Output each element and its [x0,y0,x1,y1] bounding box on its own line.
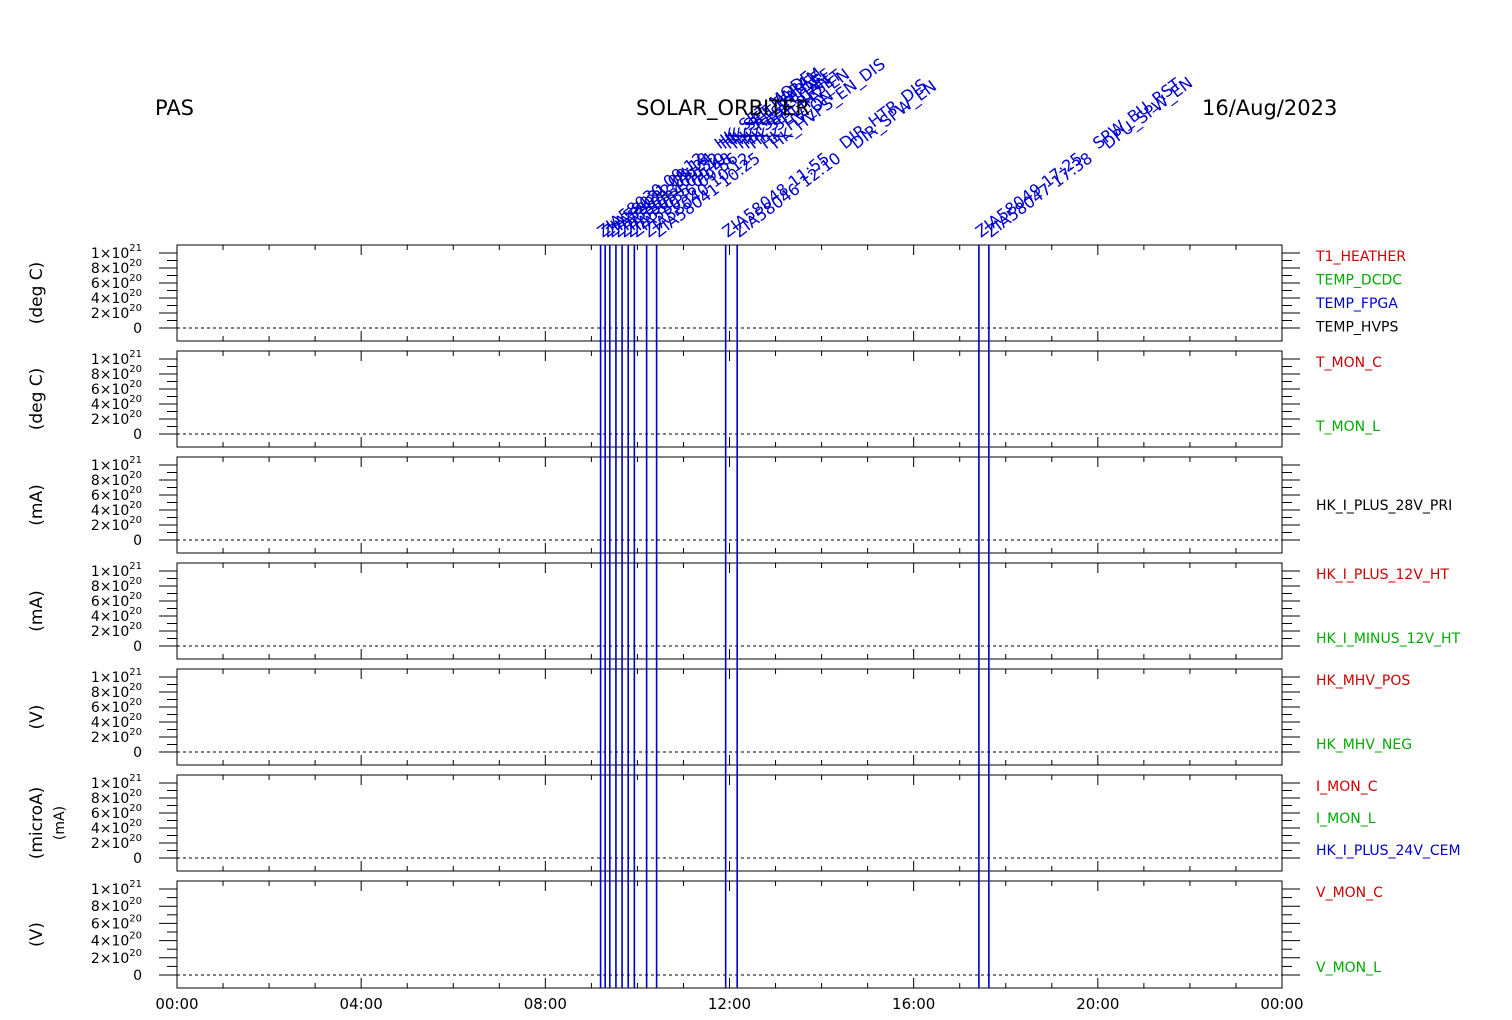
y-tick-label: 0 [133,321,142,337]
y-axis-title: (V) [27,922,47,947]
y-tick-label: 4×1020 [91,500,142,519]
y-tick-label: 8×1020 [91,258,142,277]
legend-entry: I_MON_L [1316,811,1376,827]
y-tick-label: 2×1020 [91,621,142,640]
y-tick-label: 2×1020 [91,833,142,852]
y-tick-label: 8×1020 [91,896,142,915]
x-tick-label: 16:00 [892,995,935,1013]
date-label: 16/Aug/2023 [1202,96,1338,120]
legend-entry: TEMP_DCDC [1315,273,1402,289]
y-tick-label: 4×1020 [91,394,142,413]
legend-entry: HK_I_PLUS_24V_CEM [1316,843,1461,859]
y-tick-label: 2×1020 [91,303,142,322]
instrument-label: PAS [155,96,195,120]
event-label: ZIA58047 17:38DPU_SPW_EN [982,73,1197,242]
y-tick-label: 1×1021 [91,561,142,580]
legend-entry: I_MON_C [1316,779,1378,795]
legend-entry: HK_I_MINUS_12V_HT [1316,631,1461,647]
x-tick-label: 00:00 [1260,995,1303,1013]
panel-frame [176,562,1283,660]
y-tick-label: 1×1021 [91,455,142,474]
y-tick-label: 6×1020 [91,379,142,398]
y-tick-label: 6×1020 [91,485,142,504]
y-axis-title: (deg C) [27,262,47,325]
panel-frame [176,880,1283,989]
x-tick-label: 00:00 [155,995,198,1013]
x-tick-label: 04:00 [340,995,383,1013]
y-tick-label: 8×1020 [91,470,142,489]
legend-entry: TEMP_HVPS [1315,320,1398,336]
y-tick-label: 2×1020 [91,727,142,746]
y-axis-title: (microA) [27,787,47,860]
legend-entry: V_MON_L [1316,960,1381,976]
y-tick-label: 1×1021 [91,667,142,686]
y-tick-label: 0 [133,639,142,655]
y-tick-label: 1×1021 [91,243,142,262]
y-axis-title: (mA) [27,484,47,525]
mission-title: SOLAR_ORBITER [636,96,810,120]
y-tick-label: 4×1020 [91,931,142,950]
y-tick-label: 4×1020 [91,288,142,307]
y-tick-label: 6×1020 [91,273,142,292]
y-tick-label: 2×1020 [91,515,142,534]
panel-frame [176,774,1283,872]
y-axis-title: (V) [27,705,47,730]
panel-frame [176,244,1283,342]
legend-entry: HK_I_PLUS_12V_HT [1316,567,1449,583]
legend-entry: HK_MHV_POS [1316,673,1410,689]
panel-frame [176,456,1283,554]
y-tick-label: 8×1020 [91,576,142,595]
x-tick-label: 08:00 [524,995,567,1013]
y-tick-label: 8×1020 [91,364,142,383]
y-tick-label: 4×1020 [91,818,142,837]
y-tick-label: 4×1020 [91,606,142,625]
panel-frame [176,350,1283,448]
legend-entry: V_MON_C [1316,885,1383,901]
x-tick-label: 20:00 [1076,995,1119,1013]
y-tick-label: 1×1021 [91,879,142,898]
y-tick-label: 1×1021 [91,773,142,792]
y-tick-label: 0 [133,427,142,443]
legend-entry: T_MON_L [1315,419,1380,435]
panel-frame [176,668,1283,766]
y-tick-label: 0 [133,968,142,984]
y-tick-label: 0 [133,745,142,761]
y-tick-label: 1×1021 [91,349,142,368]
y-axis-title: (mA) [27,590,47,631]
legend-entry: TEMP_FPGA [1315,296,1398,312]
y-tick-label: 0 [133,533,142,549]
y-axis-title: (deg C) [27,368,47,431]
y-tick-label: 6×1020 [91,591,142,610]
y-tick-label: 4×1020 [91,712,142,731]
y-axis-title-secondary: (mA) [52,806,68,840]
y-tick-label: 8×1020 [91,788,142,807]
y-tick-label: 2×1020 [91,409,142,428]
y-tick-label: 8×1020 [91,682,142,701]
legend-entry: T_MON_C [1315,355,1382,371]
legend-entry: T1_HEATHER [1315,249,1406,265]
x-tick-label: 12:00 [708,995,751,1013]
y-tick-label: 6×1020 [91,913,142,932]
legend-entry: HK_MHV_NEG [1316,737,1412,753]
y-tick-label: 6×1020 [91,697,142,716]
legend-entry: HK_I_PLUS_28V_PRI [1316,498,1452,514]
y-tick-label: 0 [133,851,142,867]
y-tick-label: 6×1020 [91,803,142,822]
y-tick-label: 2×1020 [91,948,142,967]
